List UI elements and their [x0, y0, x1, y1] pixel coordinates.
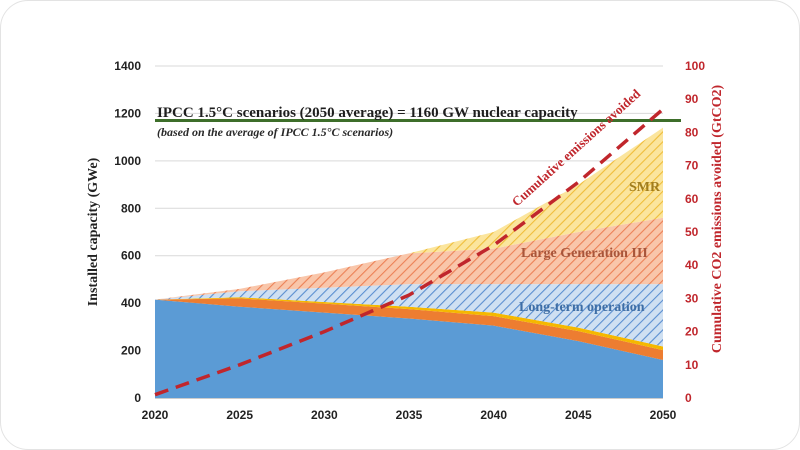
area-band-1: [155, 298, 663, 361]
area-smr: [155, 127, 663, 300]
y-right-tick-70: 70: [685, 159, 699, 173]
y-right-tick-30: 30: [685, 291, 699, 305]
y-right-tick-60: 60: [685, 192, 699, 206]
y-right-tick-80: 80: [685, 125, 699, 139]
area-series: [155, 127, 663, 398]
cumulative-line-group: [154, 107, 665, 397]
y-tick-1400: 1400: [114, 59, 141, 73]
tick-labels: 0200400600800100012001400010203040506070…: [114, 59, 705, 422]
x-tick-2020: 2020: [142, 408, 169, 422]
y-tick-200: 200: [121, 344, 141, 358]
large-gen-label: Large Generation III: [521, 246, 648, 261]
cumulative-emissions-line: [154, 107, 665, 397]
x-tick-2045: 2045: [565, 408, 592, 422]
x-tick-2025: 2025: [226, 408, 253, 422]
area-large-generation-iii: [155, 217, 663, 300]
smr-label: SMR: [629, 180, 661, 195]
x-tick-2040: 2040: [480, 408, 507, 422]
y-tick-1200: 1200: [114, 106, 141, 120]
y-tick-400: 400: [121, 296, 141, 310]
y-tick-1000: 1000: [114, 154, 141, 168]
y-right-tick-50: 50: [685, 225, 699, 239]
y-right-tick-90: 90: [685, 92, 699, 106]
y-axis-label: Installed capacity (GWe): [86, 157, 101, 306]
x-tick-2035: 2035: [396, 408, 423, 422]
y-tick-0: 0: [134, 391, 141, 405]
y-right-tick-40: 40: [685, 258, 699, 272]
lto-label: Long-term operation: [519, 300, 645, 315]
y-right-tick-100: 100: [685, 59, 705, 73]
reference-line-label: IPCC 1.5°C scenarios (2050 average) = 11…: [157, 105, 578, 121]
y-tick-600: 600: [121, 249, 141, 263]
y-tick-800: 800: [121, 201, 141, 215]
y-right-tick-20: 20: [685, 325, 699, 339]
area-existing-capacity: [155, 299, 663, 398]
y-right-tick-10: 10: [685, 358, 699, 372]
y-right-tick-0: 0: [685, 391, 692, 405]
x-tick-2030: 2030: [311, 408, 338, 422]
y-axis-right-label: Cumulative CO2 emissions avoided (GtCO2): [710, 84, 725, 353]
reference-line-sublabel: (based on the average of IPCC 1.5°C scen…: [157, 125, 393, 139]
x-tick-2050: 2050: [650, 408, 677, 422]
area-long-term-operation: [155, 284, 663, 347]
area-band-2: [155, 297, 663, 351]
